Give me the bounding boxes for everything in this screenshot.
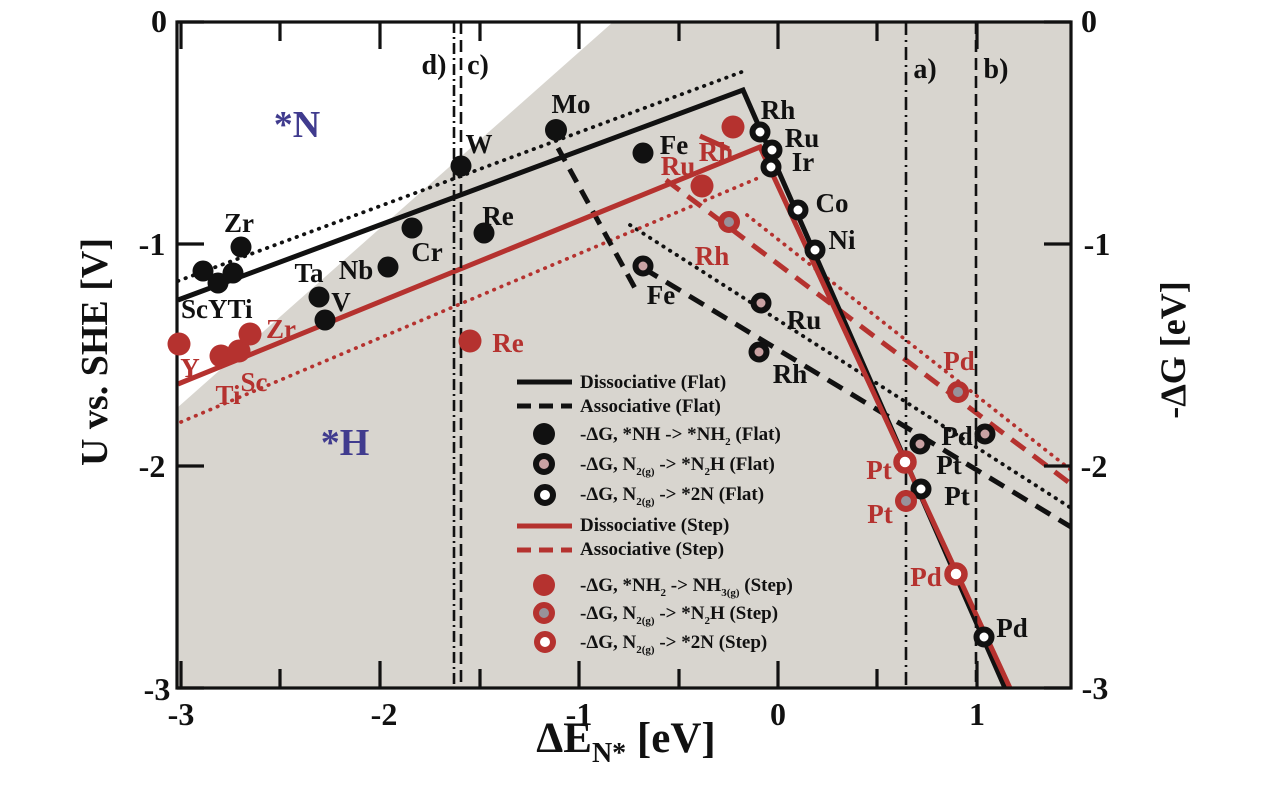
svg-text:-ΔG, N2(g) -> *2N (Flat): -ΔG, N2(g) -> *2N (Flat) [580,484,764,508]
svg-text:1: 1 [969,696,985,732]
svg-text:-3: -3 [1082,670,1109,706]
svg-text:-ΔG, N2(g) -> *N2H (Step): -ΔG, N2(g) -> *N2H (Step) [580,603,778,627]
svg-text:Ti: Ti [215,380,241,410]
svg-text:Co: Co [816,188,849,218]
svg-text:U vs. SHE [V]: U vs. SHE [V] [74,238,116,466]
svg-text:ΔEN* [eV]: ΔEN* [eV] [536,715,715,769]
svg-text:-3: -3 [168,696,195,732]
svg-text:*N: *N [274,104,320,146]
svg-text:Ir: Ir [792,147,815,177]
svg-text:-1: -1 [1084,226,1111,262]
svg-text:-ΔG [eV]: -ΔG [eV] [1153,281,1193,419]
svg-text:0: 0 [151,3,167,39]
svg-text:Ta: Ta [294,258,324,288]
svg-text:Sc: Sc [241,367,268,397]
svg-text:-3: -3 [144,671,171,707]
svg-text:W: W [466,129,493,159]
svg-text:-2: -2 [371,696,398,732]
svg-text:Cr: Cr [411,237,442,267]
svg-text:Pd: Pd [941,421,973,451]
svg-text:Ni: Ni [829,225,856,255]
svg-text:-2: -2 [1081,448,1108,484]
svg-text:V: V [331,287,351,317]
svg-text:Zr: Zr [224,208,254,238]
svg-text:Rh: Rh [761,95,796,125]
svg-text:-ΔG, N2(g) -> *N2H (Flat): -ΔG, N2(g) -> *N2H (Flat) [580,454,775,478]
svg-text:b): b) [984,54,1009,85]
svg-text:ScYTi: ScYTi [181,294,253,324]
svg-text:Ru: Ru [787,305,822,335]
svg-text:Re: Re [492,328,523,358]
svg-text:-ΔG, N2(g) -> *2N (Step): -ΔG, N2(g) -> *2N (Step) [580,632,767,656]
svg-text:Pd: Pd [943,346,975,376]
svg-text:c): c) [467,50,489,81]
svg-text:Y: Y [180,353,200,383]
svg-text:Ru: Ru [661,151,696,181]
svg-text:Dissociative (Flat): Dissociative (Flat) [580,372,726,393]
svg-text:Ru: Ru [785,123,820,153]
svg-text:a): a) [913,54,936,85]
svg-text:Pt: Pt [867,499,892,529]
svg-text:Mo: Mo [552,89,591,119]
svg-text:Pt: Pt [944,481,969,511]
svg-text:Rh: Rh [695,241,730,271]
svg-text:Pt: Pt [866,455,891,485]
svg-text:d): d) [422,50,447,81]
svg-text:Pt: Pt [936,450,961,480]
svg-text:*H: *H [321,422,370,464]
svg-text:Fe: Fe [647,280,675,310]
svg-text:0: 0 [770,696,786,732]
svg-text:Re: Re [482,201,513,231]
svg-text:-ΔG, *NH2 -> NH3(g) (Step): -ΔG, *NH2 -> NH3(g) (Step) [580,575,793,599]
svg-text:Pd: Pd [996,613,1028,643]
svg-text:Associative (Flat): Associative (Flat) [580,396,721,417]
svg-text:-1: -1 [566,696,593,732]
svg-text:Pd: Pd [910,562,942,592]
svg-text:-2: -2 [139,448,166,484]
svg-text:Nb: Nb [339,255,374,285]
svg-text:Rh: Rh [699,137,734,167]
svg-text:-ΔG, *NH -> *NH2 (Flat): -ΔG, *NH -> *NH2 (Flat) [580,424,781,448]
svg-text:Dissociative (Step): Dissociative (Step) [580,515,729,536]
svg-text:Rh: Rh [773,359,808,389]
svg-text:Fe: Fe [660,130,688,160]
svg-text:Zr: Zr [266,314,296,344]
svg-text:0: 0 [1081,3,1097,39]
svg-text:-1: -1 [139,226,166,262]
svg-text:Associative (Step): Associative (Step) [580,539,724,560]
